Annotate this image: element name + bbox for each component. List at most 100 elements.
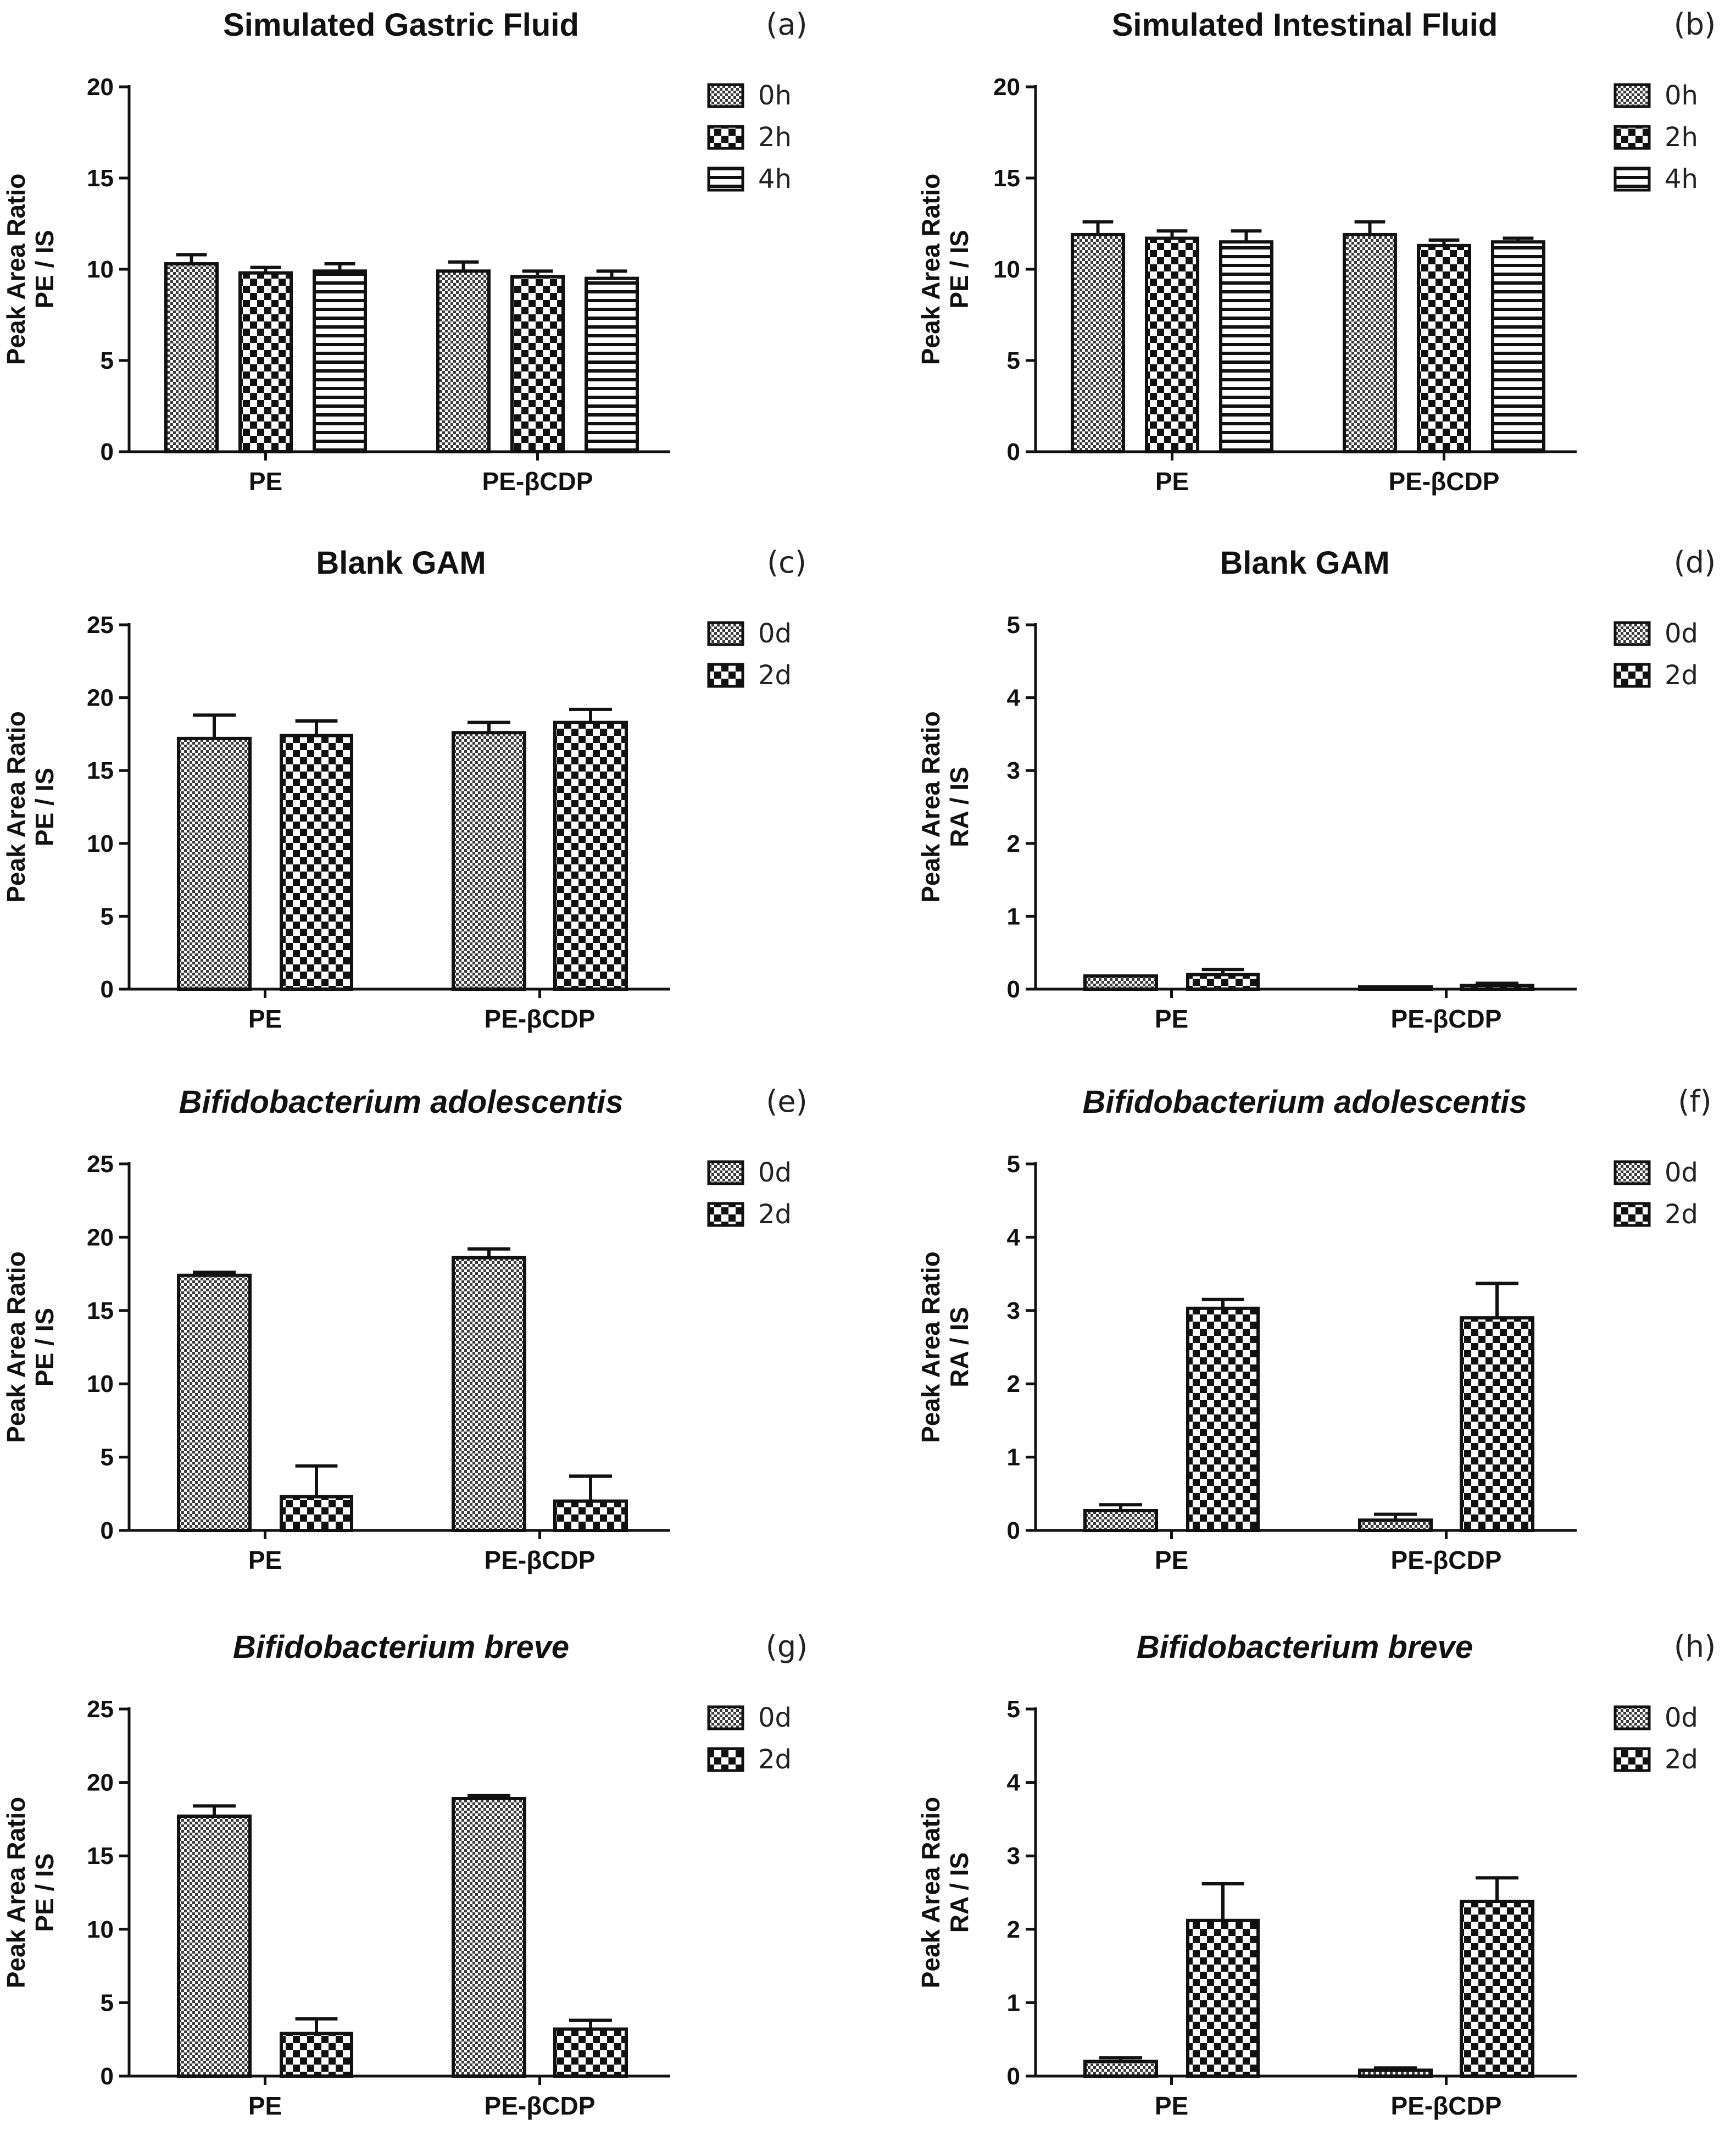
legend-label: 0h xyxy=(758,80,792,111)
bar-0h-PE xyxy=(164,262,219,453)
panel-label: (c) xyxy=(767,545,806,580)
x-category-label: PE xyxy=(1155,467,1189,496)
y-tick-label: 20 xyxy=(87,1224,114,1251)
y-axis-label: PE / IS xyxy=(30,768,59,846)
y-tick-label: 4 xyxy=(1007,1224,1021,1251)
panel-label: (f) xyxy=(1678,1084,1711,1119)
y-tick-label: 5 xyxy=(1007,612,1020,639)
chart-title: Bifidobacterium adolescentis xyxy=(1083,1084,1527,1120)
bar-2d-PE xyxy=(1186,1306,1260,1533)
x-category-label: PE-βCDP xyxy=(485,2091,596,2120)
bar-2d-PE-βCDP xyxy=(1460,984,1534,991)
error-bar xyxy=(295,1464,338,1497)
y-axis-label: RA / IS xyxy=(945,1307,973,1388)
y-tick-label: 20 xyxy=(87,74,114,101)
y-tick-label: 1 xyxy=(1007,1444,1020,1471)
chart-panel-c: Blank GAM (c) Peak Area Ratio PE / IS 0 5 10 15… xyxy=(2,545,806,1033)
error-bar xyxy=(522,269,553,277)
chart-title: Simulated Intestinal Fluid xyxy=(1112,7,1498,43)
error-bar xyxy=(1476,1281,1518,1318)
legend-label: 0h xyxy=(1665,80,1698,111)
y-tick-label: 5 xyxy=(1007,1696,1020,1723)
y-tick-label: 0 xyxy=(101,976,114,1003)
legend-label: 0d xyxy=(1665,618,1698,649)
legend-label: 0d xyxy=(758,618,792,649)
bar-4h-PE xyxy=(1219,240,1273,453)
y-axis-label: PE / IS xyxy=(945,230,973,308)
panel-label: (b) xyxy=(1674,7,1716,42)
legend-label: 2d xyxy=(1665,1199,1698,1230)
y-axis-label: RA / IS xyxy=(945,1852,973,1933)
chart-title: Bifidobacterium adolescentis xyxy=(179,1084,624,1120)
y-tick-label: 5 xyxy=(101,903,114,930)
error-bar xyxy=(1476,1876,1518,1902)
y-tick-label: 10 xyxy=(87,1371,114,1397)
error-bar xyxy=(1099,1503,1142,1511)
y-tick-label: 10 xyxy=(87,1916,114,1943)
panel-label: (a) xyxy=(766,7,807,42)
legend-swatch-4h xyxy=(707,167,744,192)
y-tick-label: 5 xyxy=(101,1989,114,2016)
legend-label: 2d xyxy=(758,1744,792,1775)
y-tick-label: 25 xyxy=(87,1151,114,1178)
legend-label: 4h xyxy=(758,164,792,195)
y-tick-label: 4 xyxy=(1007,1769,1021,1796)
legend-label: 0d xyxy=(1665,1157,1698,1188)
error-bar xyxy=(1428,238,1460,246)
legend-label: 2h xyxy=(1665,122,1698,153)
legend-label: 0d xyxy=(758,1157,792,1188)
y-tick-label: 20 xyxy=(993,74,1020,101)
bar-2h-PE xyxy=(1145,236,1199,453)
y-tick-label: 5 xyxy=(101,347,114,374)
y-tick-label: 10 xyxy=(87,256,114,283)
y-tick-label: 3 xyxy=(1007,1297,1020,1324)
error-bar xyxy=(324,262,355,271)
y-tick-label: 20 xyxy=(87,685,114,712)
y-tick-label: 2 xyxy=(1007,1371,1020,1397)
x-category-label: PE xyxy=(248,1005,282,1033)
bar-0d-PE-βCDP xyxy=(1358,1518,1433,1532)
legend-swatch-0h xyxy=(707,83,744,108)
legend-swatch-0d xyxy=(1613,621,1651,646)
legend-swatch-2h xyxy=(707,125,744,150)
legend-label: 2h xyxy=(758,122,792,153)
bar-0d-PE-βCDP xyxy=(452,1796,526,2078)
y-axis-label: Peak Area Ratio xyxy=(2,1251,30,1443)
error-bar xyxy=(468,1247,510,1258)
chart-panel-h: Bifidobacterium breve (h) Peak Area Ratio R… xyxy=(916,1629,1716,2120)
error-bar xyxy=(1476,981,1518,986)
x-category-label: PE-βCDP xyxy=(1391,2091,1502,2120)
legend-label: 0d xyxy=(1665,1702,1698,1733)
chart-panel-b: Simulated Intestinal Fluid (b) Peak Area R… xyxy=(916,7,1716,496)
bar-0d-PE-βCDP xyxy=(1358,2068,1433,2078)
y-axis-label: Peak Area Ratio xyxy=(916,1251,945,1443)
y-tick-label: 1 xyxy=(1007,1989,1020,2016)
bar-0h-PE xyxy=(1071,232,1125,453)
y-tick-label: 15 xyxy=(87,757,114,784)
y-tick-label: 0 xyxy=(1007,1517,1020,1544)
error-bar xyxy=(1374,2066,1417,2071)
y-tick-label: 10 xyxy=(993,256,1020,283)
bar-0d-PE xyxy=(177,736,252,991)
legend-label: 0d xyxy=(758,1702,792,1733)
chart-title: Blank GAM xyxy=(1220,545,1389,581)
legend-swatch-2d xyxy=(707,663,744,688)
bar-2h-PE xyxy=(238,271,293,453)
y-tick-label: 2 xyxy=(1007,1916,1020,1943)
bar-0d-PE-βCDP xyxy=(1358,985,1433,991)
error-bar xyxy=(295,2017,338,2034)
y-axis-label: RA / IS xyxy=(945,767,973,847)
error-bar xyxy=(1201,1882,1244,1921)
chart-title: Bifidobacterium breve xyxy=(233,1629,569,1665)
legend-swatch-0d xyxy=(1613,1160,1651,1185)
y-tick-label: 0 xyxy=(101,1517,114,1544)
bar-0d-PE-βCDP xyxy=(452,1256,526,1532)
chart-panel-g: Bifidobacterium breve (g)Peak Area Ratio P… xyxy=(2,1629,808,2120)
legend-swatch-2d xyxy=(707,1747,744,1772)
panel-label: (h) xyxy=(1674,1629,1716,1664)
legend-swatch-0d xyxy=(707,621,744,646)
y-tick-label: 5 xyxy=(1007,1151,1020,1178)
x-category-label: PE-βCDP xyxy=(1389,467,1500,496)
legend-swatch-4h xyxy=(1613,167,1651,192)
x-category-label: PE-βCDP xyxy=(485,1546,596,1574)
